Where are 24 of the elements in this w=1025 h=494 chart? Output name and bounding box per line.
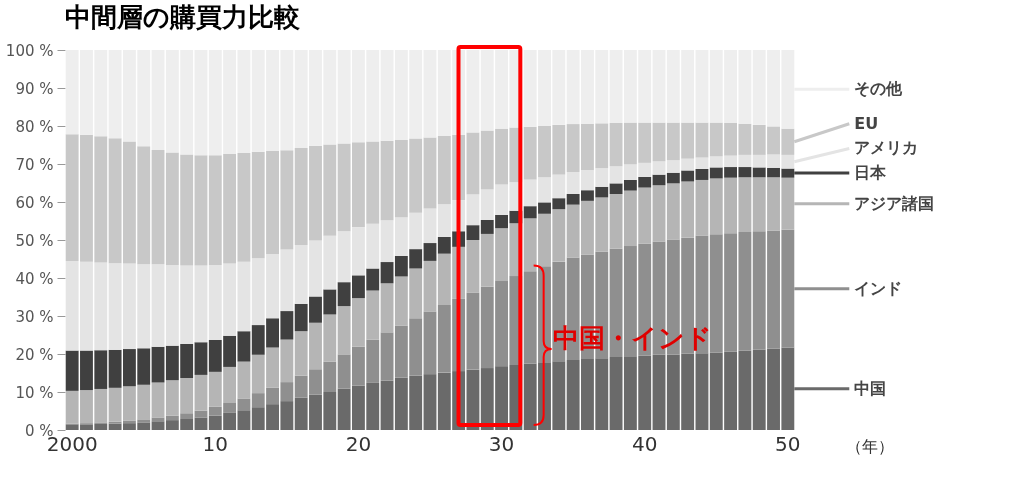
y-tick-label: 50 % [15,231,54,250]
chart-title: 中間層の購買力比較 [65,2,301,32]
x-tick-label: 40 [631,431,658,456]
x-tick-label: 50 [775,431,801,456]
legend-label: EU [854,113,879,133]
x-tick-label: 10 [202,431,229,456]
legend-label: 中国 [854,378,887,398]
legend-label: アメリカ [854,138,919,158]
legend-label: インド [854,278,903,298]
x-axis-title: （年） [845,436,894,456]
y-tick-label: 30 % [15,307,54,326]
y-tick-label: 40 % [15,269,54,288]
y-tick-label: 60 % [15,193,54,212]
y-tick-label: 10 % [15,383,54,402]
legend-label: 日本 [854,163,888,183]
y-tick-label: 20 % [15,345,54,364]
y-tick-label: 70 % [15,155,54,174]
y-tick-label: 80 % [15,117,54,136]
y-tick-label: 90 % [15,79,54,98]
y-tick-label: 100 % [5,41,54,60]
legend-label: その他 [854,79,904,99]
x-tick-label: 30 [488,431,515,456]
x-tick-label: 20 [345,431,372,456]
legend-label: アジア諸国 [854,193,935,213]
